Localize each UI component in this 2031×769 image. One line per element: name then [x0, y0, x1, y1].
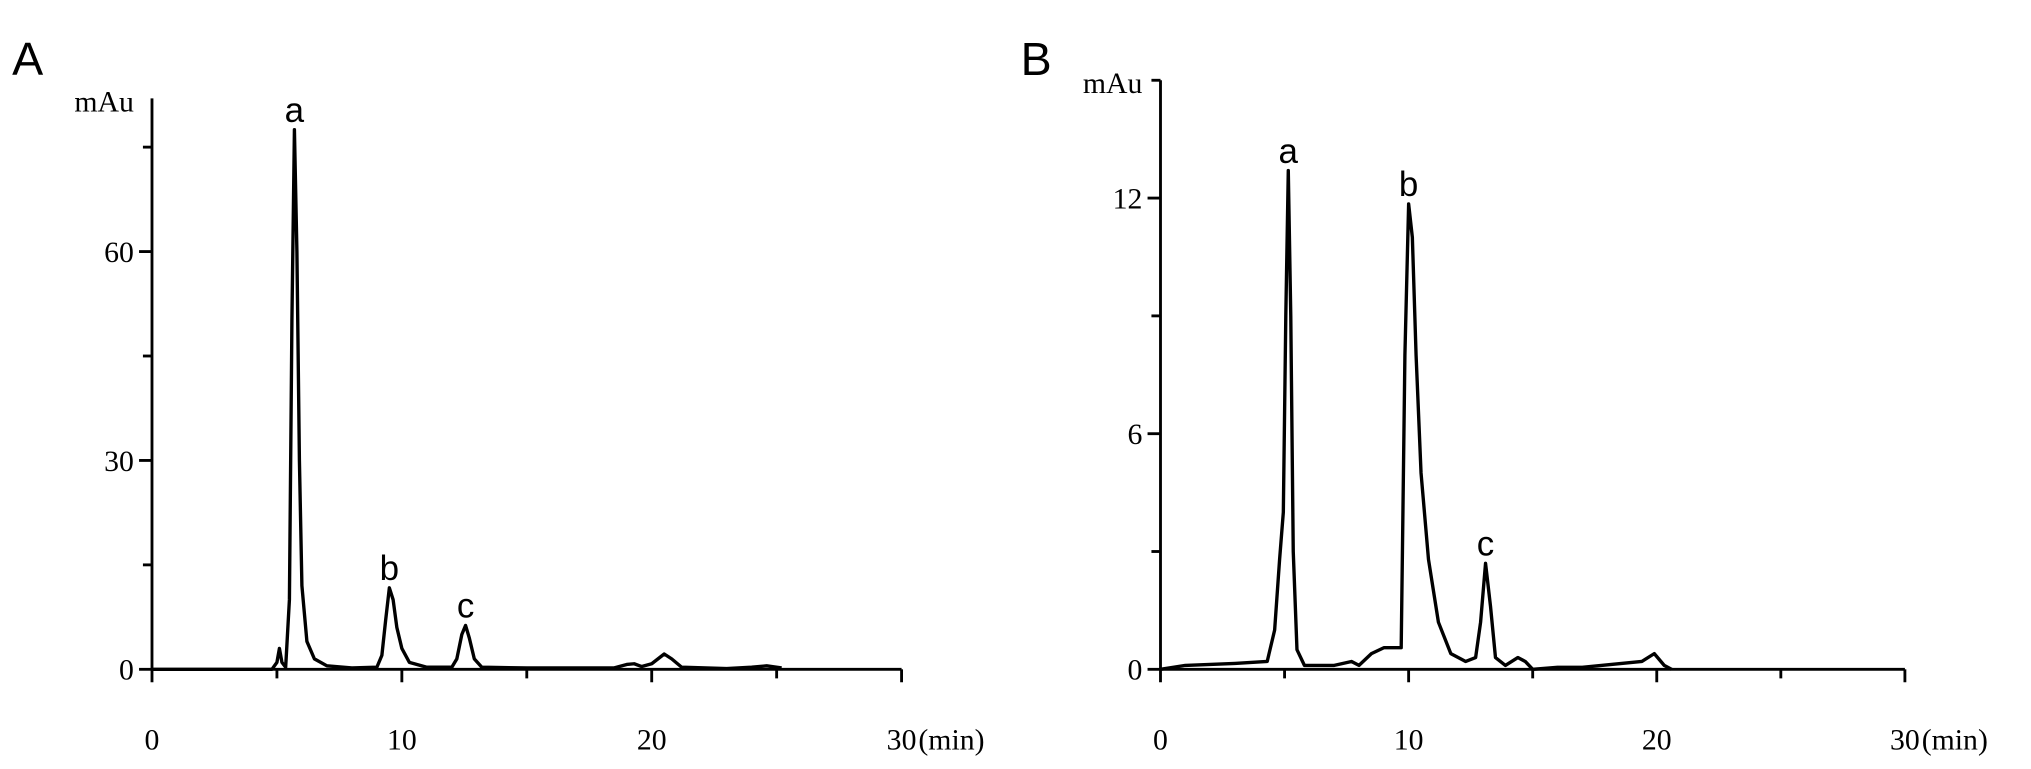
- panel-label: B: [1021, 33, 1052, 85]
- x-tick-label: 20: [637, 724, 667, 757]
- y-tick-label: 12: [1113, 182, 1143, 215]
- x-tick-label: 0: [145, 724, 160, 757]
- peak-label: c: [457, 587, 474, 626]
- x-tick-label: 10: [387, 724, 417, 757]
- peak-label: b: [380, 549, 399, 588]
- x-tick-label: 10: [1394, 724, 1424, 757]
- x-tick-label: 30: [1890, 724, 1920, 757]
- x-axis-label: (min): [1922, 724, 1988, 757]
- chromatogram-line: [1160, 168, 1673, 671]
- y-axis-label: mAu: [1083, 67, 1143, 100]
- peak-label: c: [1477, 525, 1494, 564]
- peak-label: a: [285, 91, 305, 130]
- peak-label: b: [1399, 165, 1418, 204]
- y-tick-label: 6: [1127, 418, 1142, 451]
- x-tick-label: 20: [1642, 724, 1672, 757]
- x-axis-label: (min): [918, 724, 984, 757]
- y-tick-label: 0: [1127, 654, 1142, 687]
- peak-label: a: [1279, 132, 1299, 171]
- y-axis-label: mAu: [74, 85, 134, 118]
- y-tick-label: 0: [119, 654, 134, 687]
- panel-label: A: [12, 33, 43, 85]
- y-tick-label: 60: [104, 236, 134, 269]
- x-tick-label: 30: [887, 724, 917, 757]
- y-tick-label: 30: [104, 445, 134, 478]
- x-tick-label: 0: [1153, 724, 1168, 757]
- chromatogram-line: [151, 128, 782, 671]
